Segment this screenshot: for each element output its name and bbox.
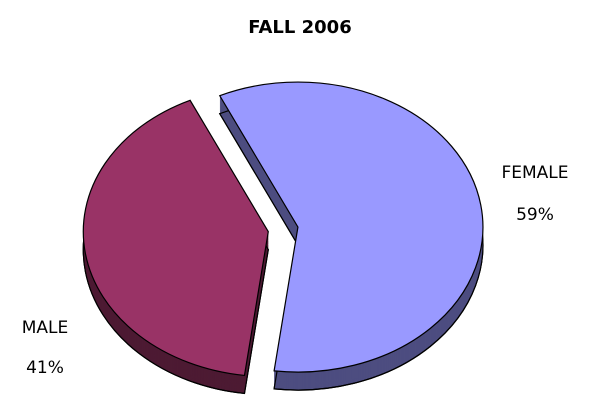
category-label: MALE xyxy=(22,318,69,338)
chart-title: FALL 2006 xyxy=(248,17,351,38)
value-label: 59% xyxy=(516,205,554,225)
pie-slice xyxy=(82,99,269,377)
pie-slice xyxy=(218,81,484,373)
value-label: 41% xyxy=(26,358,64,378)
category-label: FEMALE xyxy=(501,163,568,183)
